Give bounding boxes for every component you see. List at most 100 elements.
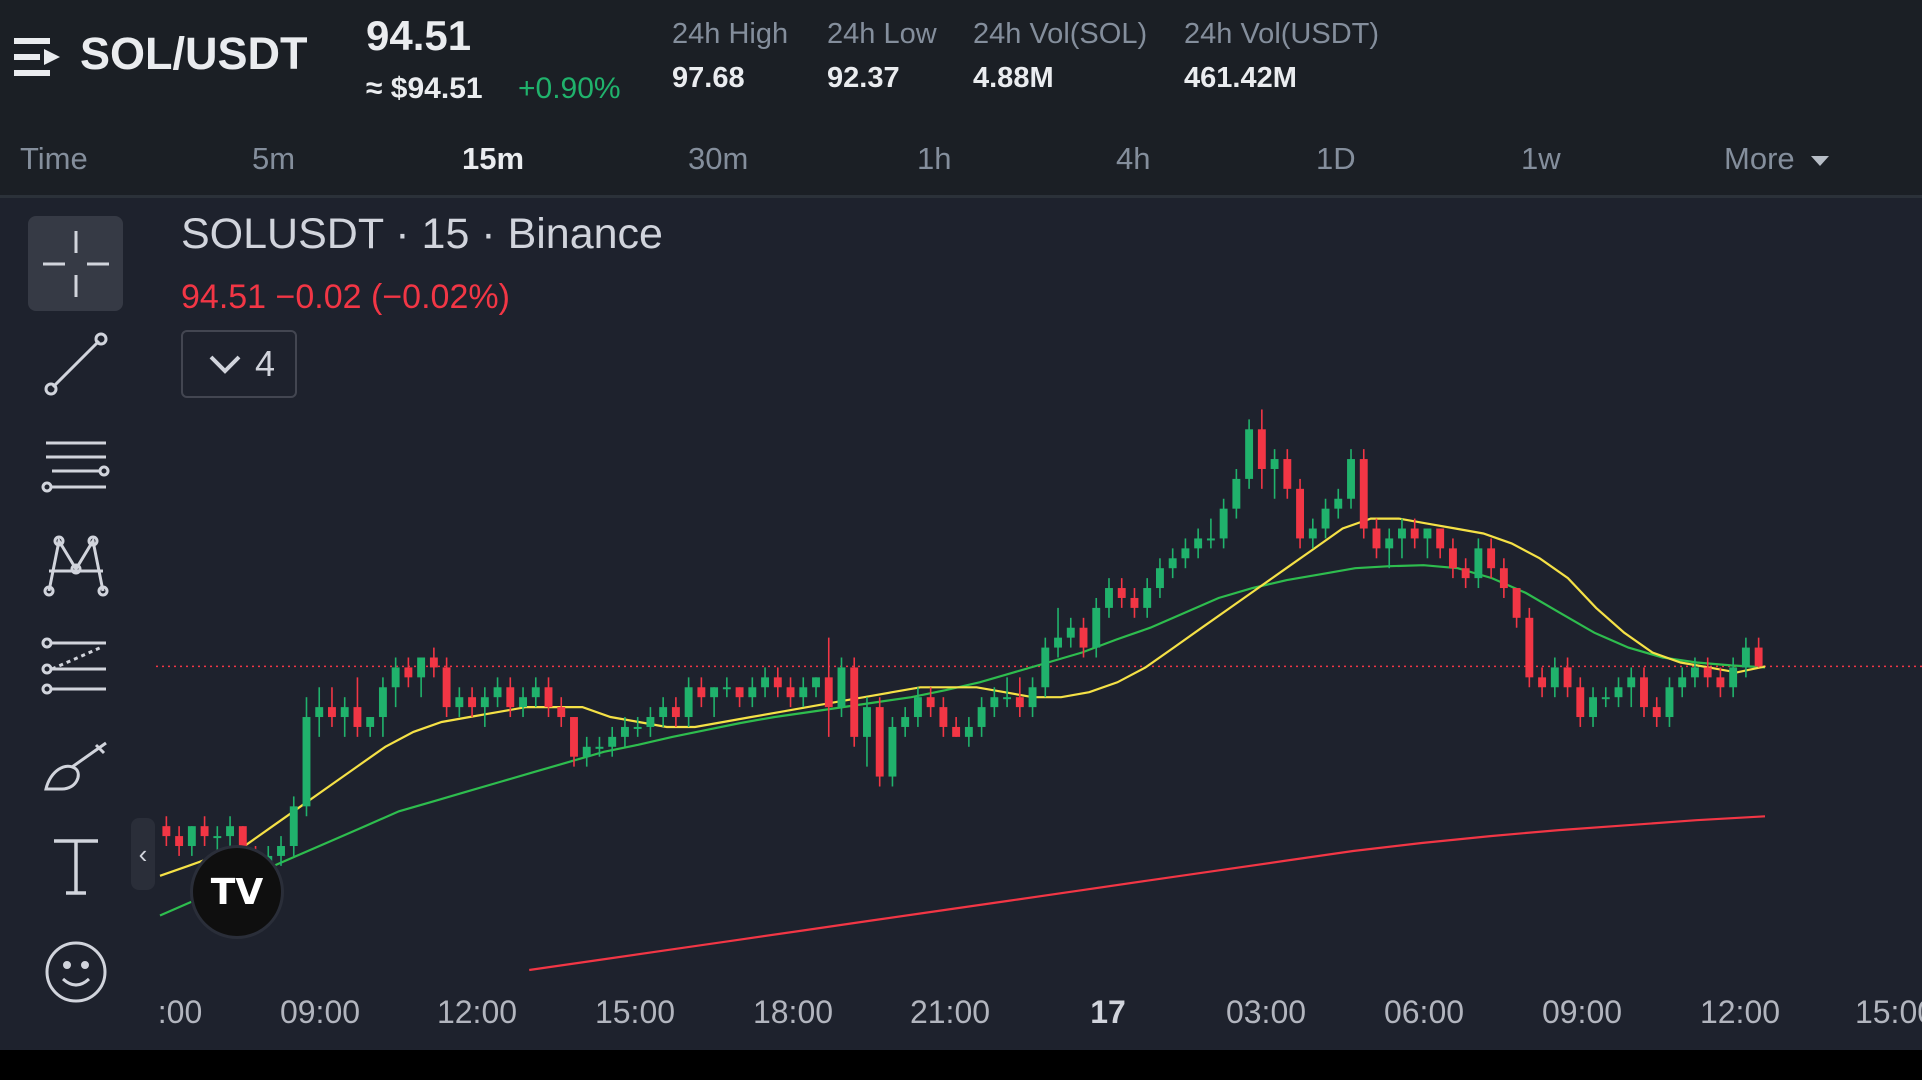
candle <box>1054 607 1062 658</box>
tab-more-label: More <box>1724 141 1795 176</box>
trend-line-tool[interactable] <box>28 316 123 411</box>
candle-body <box>378 687 387 718</box>
pattern-tool[interactable] <box>28 518 123 613</box>
candle <box>340 697 349 737</box>
time-tick-label: 09:00 <box>279 994 361 1030</box>
crosshair-tool[interactable] <box>28 216 123 311</box>
pattern-icon <box>43 535 108 596</box>
chevron-down-icon <box>209 355 241 374</box>
candle-body <box>1308 528 1317 539</box>
candle <box>1678 667 1687 698</box>
text-icon <box>53 838 98 895</box>
brush-tool[interactable] <box>28 718 123 813</box>
candle-body <box>1270 459 1279 469</box>
tab-more[interactable]: More <box>1724 141 1831 177</box>
candle <box>1372 518 1381 559</box>
candle-body <box>1257 429 1266 469</box>
candle <box>493 677 502 708</box>
candle-body <box>710 687 719 698</box>
candle-body <box>519 697 527 708</box>
tab-time[interactable]: Time <box>20 141 88 176</box>
candle <box>1474 538 1483 589</box>
tab-1d[interactable]: 1D <box>1316 141 1356 176</box>
indicators-toggle-button[interactable]: 4 <box>181 330 297 398</box>
tab-5m[interactable]: 5m <box>252 141 296 176</box>
candle-body <box>328 707 336 718</box>
indicators-count: 4 <box>255 343 276 384</box>
stat-vol-sol-label: 24h Vol(SOL) <box>973 18 1148 50</box>
candle <box>710 687 719 718</box>
candle-body <box>302 717 311 807</box>
time-tick-label: 21:00 <box>909 994 991 1030</box>
candle <box>1601 687 1610 708</box>
candle <box>1576 677 1585 727</box>
candle-body <box>799 687 808 698</box>
candle <box>1398 518 1406 559</box>
tab-1w[interactable]: 1w <box>1521 141 1561 176</box>
candle <box>277 836 285 866</box>
candle-body <box>824 677 833 708</box>
change-percent: +0.90% <box>518 72 621 105</box>
candle <box>977 697 986 737</box>
candle <box>315 687 324 737</box>
fib-tool[interactable] <box>28 420 123 515</box>
tab-15m[interactable]: 15m <box>462 141 525 176</box>
candle-body <box>748 687 757 698</box>
candle-body <box>1181 548 1190 559</box>
candle <box>863 697 871 767</box>
prediction-tool[interactable] <box>28 618 123 713</box>
candle <box>1665 677 1674 727</box>
tradingview-logo[interactable]: TV <box>190 845 284 939</box>
candle-body <box>1627 677 1636 688</box>
candle <box>773 667 782 698</box>
candle-body <box>595 746 604 749</box>
candle <box>1015 677 1024 718</box>
candle-body <box>417 657 426 678</box>
pair-title[interactable]: SOL/USDT <box>80 28 308 79</box>
candle-body <box>1423 528 1432 539</box>
candle-body <box>1130 597 1139 608</box>
candle-body <box>1041 647 1050 688</box>
candle-body <box>238 826 247 856</box>
candle-body <box>697 687 706 698</box>
tab-4h[interactable]: 4h <box>1116 141 1151 176</box>
trend-line-icon <box>44 332 107 395</box>
candle-body <box>646 717 655 727</box>
candle <box>1283 449 1292 499</box>
candle-body <box>1499 568 1508 589</box>
market-header: SOL/USDT 94.51 ≈ $94.51 +0.90% 24h High … <box>0 0 1922 125</box>
candle-body <box>1589 697 1597 718</box>
candle <box>812 677 820 698</box>
candle <box>1525 607 1534 688</box>
candle <box>1028 677 1037 718</box>
candle <box>1652 697 1661 727</box>
candle-body <box>1741 647 1750 668</box>
toolbar-collapse-handle[interactable]: ‹ <box>131 818 155 890</box>
stat-vol-usdt-value: 461.42M <box>1184 62 1297 94</box>
candle-body <box>952 726 961 737</box>
candle <box>1385 528 1394 569</box>
time-tick-label: 15:00 <box>1854 994 1922 1030</box>
text-tool[interactable] <box>28 818 123 913</box>
tab-1h[interactable]: 1h <box>917 141 952 176</box>
candle-body <box>1334 498 1343 509</box>
candle <box>1181 538 1190 569</box>
emoji-icon <box>45 941 106 1002</box>
emoji-tool[interactable] <box>28 924 123 1019</box>
candle-body <box>1398 528 1406 539</box>
candle <box>671 697 680 727</box>
candle <box>1538 667 1547 698</box>
menu-icon[interactable] <box>14 36 62 78</box>
candle <box>1690 657 1699 688</box>
time-tick-label: 18:00 <box>752 994 834 1030</box>
candle-body <box>990 697 999 708</box>
candle <box>404 657 413 688</box>
candle-body <box>1117 588 1126 598</box>
candle-body <box>340 707 349 718</box>
bottom-bar <box>0 1050 1922 1080</box>
candle <box>1741 637 1750 678</box>
tab-30m[interactable]: 30m <box>688 141 749 176</box>
candle <box>1066 617 1075 648</box>
candle <box>468 687 477 718</box>
